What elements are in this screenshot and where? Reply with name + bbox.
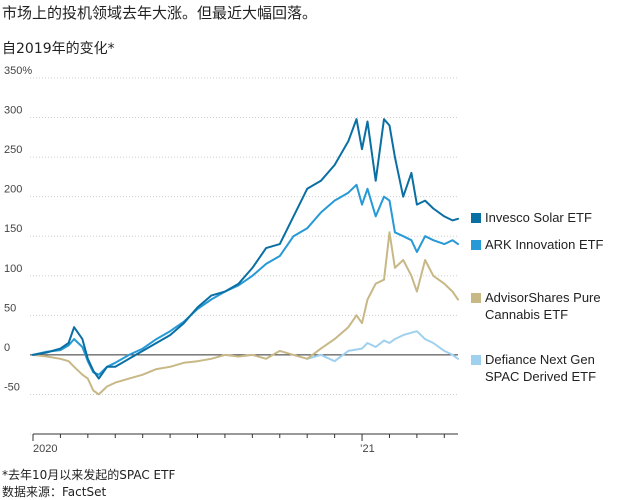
series-line-invesco-solar-etf xyxy=(32,118,459,380)
y-tick-label: 350% xyxy=(4,65,32,77)
legend-swatch xyxy=(471,240,481,250)
legend-label: AdvisorShares Pure Cannabis ETF xyxy=(485,290,601,322)
legend-label: Defiance Next Gen SPAC Derived ETF xyxy=(485,352,597,384)
y-tick-label: 50 xyxy=(4,302,16,314)
legend-item-ark-innovation: ARK Innovation ETF xyxy=(471,236,604,253)
footnote: *去年10月以来发起的SPAC ETF xyxy=(2,468,176,482)
y-tick-label: 150 xyxy=(4,223,22,235)
y-tick-label: 100 xyxy=(4,263,22,275)
x-tick-label: ’21 xyxy=(360,443,375,455)
legend-item-cannabis: AdvisorShares Pure Cannabis ETF xyxy=(471,289,601,323)
x-tick-label: 2020 xyxy=(33,443,57,455)
legend-label: Invesco Solar ETF xyxy=(485,210,592,225)
series-line-advisorshares-pure xyxy=(32,231,459,396)
legend-label: ARK Innovation ETF xyxy=(485,237,604,252)
legend-item-spac: Defiance Next Gen SPAC Derived ETF xyxy=(471,351,596,385)
x-axis xyxy=(32,433,458,441)
legend-swatch xyxy=(471,213,481,223)
tick-labels: 350% 300 250 200 150 100 50 0 -50 2020 ’21 xyxy=(4,65,375,455)
y-tick-label: 0 xyxy=(4,342,10,354)
series-line-defiance-next-gen xyxy=(306,330,459,363)
legend-item-invesco-solar: Invesco Solar ETF xyxy=(471,209,592,226)
legend-swatch xyxy=(471,355,481,365)
y-tick-label: -50 xyxy=(4,381,20,393)
series-line-ark-innovation-etf xyxy=(32,183,459,376)
y-tick-label: 200 xyxy=(4,184,22,196)
y-tick-label: 250 xyxy=(4,144,22,156)
chart-title: 市场上的投机领域去年大涨。但最近大幅回落。 xyxy=(2,4,318,22)
source-note: 数据来源：FactSet xyxy=(2,485,107,499)
chart-subtitle: 自2019年的变化* xyxy=(2,41,115,57)
y-tick-label: 300 xyxy=(4,105,22,117)
series-lines xyxy=(32,118,459,396)
legend-swatch xyxy=(471,293,481,303)
